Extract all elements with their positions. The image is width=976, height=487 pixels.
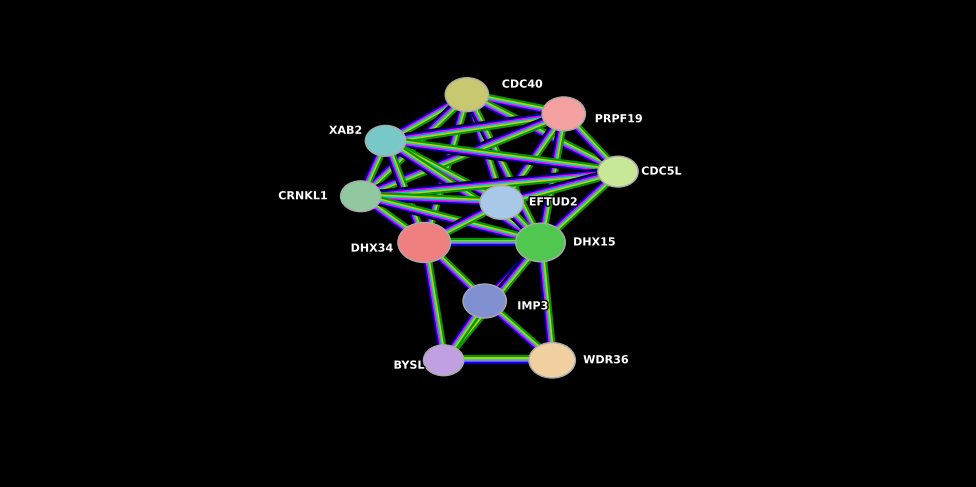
Ellipse shape <box>515 223 565 262</box>
Ellipse shape <box>463 284 507 318</box>
Ellipse shape <box>598 156 638 187</box>
Text: EFTUD2: EFTUD2 <box>529 197 578 207</box>
Ellipse shape <box>445 78 489 112</box>
Text: CRNKL1: CRNKL1 <box>278 191 327 201</box>
Ellipse shape <box>398 223 451 262</box>
Ellipse shape <box>542 97 586 131</box>
Text: XAB2: XAB2 <box>329 126 362 136</box>
Text: DHX15: DHX15 <box>573 238 616 247</box>
Ellipse shape <box>424 345 464 375</box>
Text: CDC5L: CDC5L <box>641 167 681 177</box>
Ellipse shape <box>480 186 523 219</box>
Ellipse shape <box>529 342 576 378</box>
Text: WDR36: WDR36 <box>583 356 629 365</box>
Ellipse shape <box>341 181 381 212</box>
Text: BYSL: BYSL <box>393 361 425 371</box>
Ellipse shape <box>365 126 406 156</box>
Text: IMP3: IMP3 <box>517 301 548 311</box>
Text: DHX34: DHX34 <box>350 244 393 254</box>
Text: PRPF19: PRPF19 <box>594 114 642 124</box>
Text: CDC40: CDC40 <box>502 79 543 90</box>
